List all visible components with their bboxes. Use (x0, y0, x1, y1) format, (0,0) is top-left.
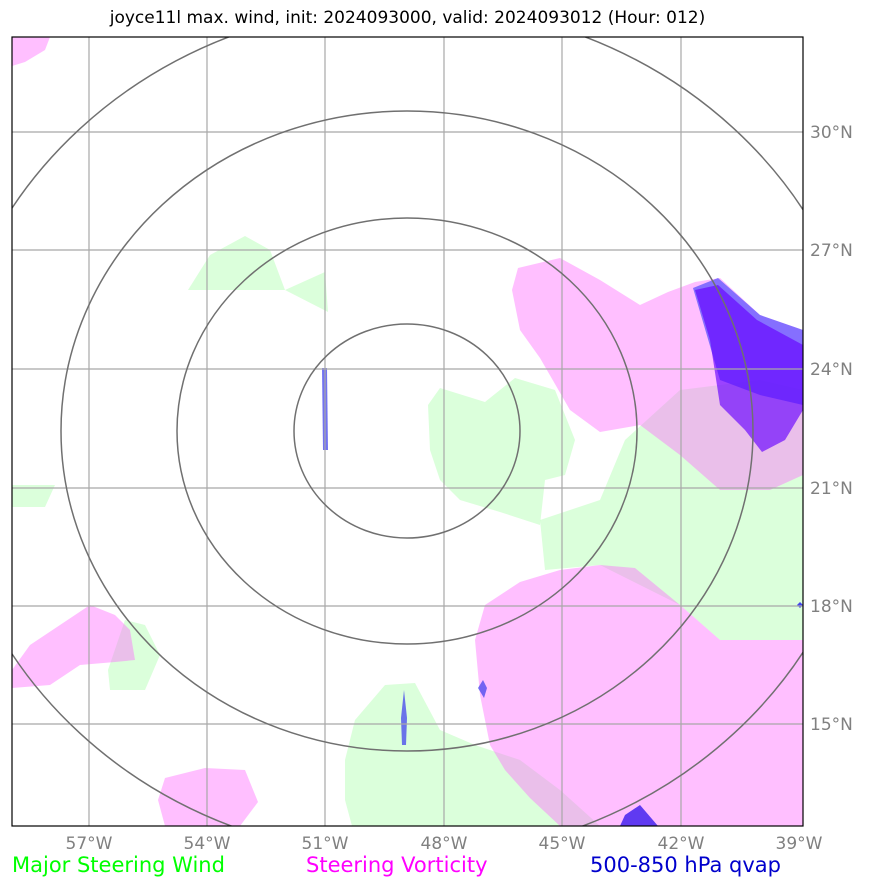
wind-area-west (12, 485, 55, 507)
lon-tick-label: 48°W (421, 834, 468, 854)
lat-tick-label: 21°N (810, 479, 853, 499)
legend-steering-wind: Major Steering Wind (12, 853, 225, 877)
lon-tick-label: 54°W (184, 834, 231, 854)
wind-area-southwest (108, 620, 160, 690)
wind-area-north-2 (285, 272, 328, 312)
lat-tick-label: 30°N (810, 123, 853, 143)
qvap-streak-south (401, 690, 407, 745)
lat-tick-label: 27°N (810, 241, 853, 261)
range-ring-2 (176, 217, 638, 645)
wind-area-north (188, 236, 285, 290)
plot-frame (11, 36, 804, 827)
legend-steering-vorticity-label: Steering Vorticity (306, 853, 488, 877)
wind-area-east (540, 380, 803, 640)
qvap-dot-south (478, 680, 487, 698)
vorticity-area-northwest (12, 37, 50, 66)
lat-tick-label: 24°N (810, 360, 853, 380)
vorticity-area-southeast (475, 565, 803, 826)
lat-tick-label: 15°N (810, 715, 853, 735)
vorticity-area-west (12, 605, 135, 688)
graticule (12, 37, 803, 826)
lon-tick-label: 39°W (776, 834, 823, 854)
lat-tick-label: 18°N (810, 597, 853, 617)
range-ring-3 (60, 110, 754, 752)
vorticity-area-southwest (158, 768, 258, 826)
wind-area-south (345, 683, 600, 826)
qvap-area-southeast (620, 805, 658, 826)
wind-area-center-east (428, 378, 575, 525)
lon-tick-label: 45°W (539, 834, 586, 854)
plot-title: joyce11l max. wind, init: 2024093000, va… (109, 8, 706, 28)
lon-tick-labels: 57°W 54°W 51°W 48°W 45°W 42°W 39°W (66, 834, 823, 854)
legend-steering-vorticity: Steering Vorticity (306, 853, 488, 877)
range-ring-1 (293, 323, 521, 539)
lon-tick-label: 51°W (302, 834, 349, 854)
legend-qvap: 500-850 hPa qvap (590, 853, 781, 877)
lon-tick-label: 42°W (658, 834, 705, 854)
legend-qvap-label: 500-850 hPa qvap (590, 853, 781, 877)
range-rings (12, 37, 803, 826)
legend-steering-wind-label: Major Steering Wind (12, 853, 225, 877)
lat-tick-labels: 30°N 27°N 24°N 21°N 18°N 15°N (810, 123, 853, 735)
lon-tick-label: 57°W (66, 834, 113, 854)
